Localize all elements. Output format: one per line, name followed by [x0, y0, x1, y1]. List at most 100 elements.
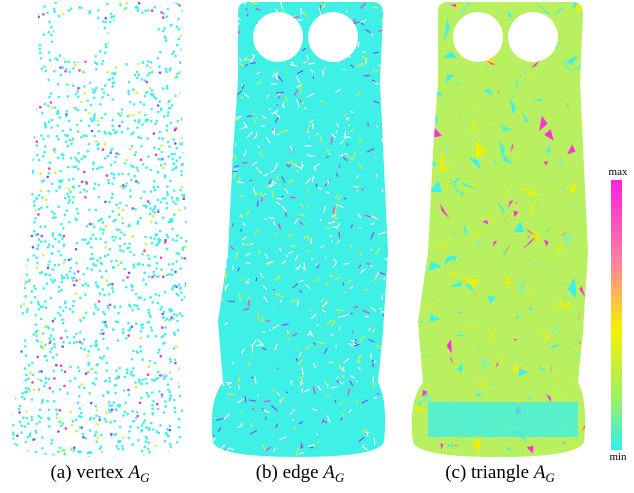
edge-stroke	[239, 385, 240, 389]
vertex-dot	[84, 28, 87, 31]
caption-text: edge	[283, 462, 319, 483]
vertex-dot	[26, 217, 29, 220]
edge-stroke	[245, 396, 246, 402]
vertex-dot	[96, 63, 99, 66]
vertex-dot	[75, 248, 78, 251]
vertex-dot	[141, 450, 144, 453]
vertex-dot	[180, 170, 183, 173]
vertex-dot	[27, 258, 30, 261]
vertex-dot	[164, 174, 167, 177]
vertex-dot	[70, 258, 73, 261]
vertex-dot	[27, 377, 30, 380]
vertex-dot	[171, 158, 174, 161]
triangle-face	[482, 48, 486, 54]
vertex-dot	[112, 328, 115, 331]
vertex-dot	[133, 175, 136, 178]
vertex-dot	[34, 7, 37, 10]
edge-stroke	[311, 38, 314, 42]
vertex-dot	[150, 190, 153, 193]
edge-stroke	[298, 364, 300, 365]
vertex-dot	[13, 443, 16, 446]
vertex-dot	[154, 189, 157, 192]
vertex-dot	[64, 330, 67, 333]
vertex-dot	[162, 454, 165, 457]
vertex-dot	[159, 51, 162, 54]
vertex-dot	[115, 259, 118, 262]
vertex-dot	[153, 146, 156, 149]
edge-stroke	[367, 263, 371, 264]
vertex-dot	[56, 135, 59, 138]
vertex-dot	[38, 421, 41, 424]
vertex-dot	[101, 276, 104, 279]
vertex-dot	[122, 209, 125, 212]
vertex-dot	[50, 442, 53, 445]
vertex-dot	[18, 411, 21, 414]
vertex-dot	[164, 291, 167, 294]
vertex-dot	[129, 327, 132, 330]
vertex-dot	[37, 16, 40, 19]
vertex-dot	[56, 413, 59, 416]
vertex-dot	[78, 44, 81, 47]
vertex-dot	[181, 257, 184, 260]
vertex-dot	[57, 138, 60, 141]
vertex-dot	[30, 93, 33, 96]
vertex-dot	[45, 377, 48, 380]
vertex-dot	[161, 137, 164, 140]
vertex-dot	[72, 84, 75, 87]
vertex-dot	[175, 260, 178, 263]
vertex-dot	[146, 392, 149, 395]
vertex-dot	[42, 155, 45, 158]
vertex-dot	[177, 329, 180, 332]
vertex-dot	[109, 248, 112, 251]
vertex-dot	[30, 301, 33, 304]
vertex-dot	[181, 299, 184, 302]
vertex-dot	[44, 145, 47, 148]
vertex-dot	[138, 111, 141, 114]
vertex-dot	[159, 131, 162, 134]
vertex-dot	[108, 377, 111, 380]
vertex-dot	[163, 342, 166, 345]
vertex-dot	[47, 135, 50, 138]
vertex-dot	[27, 236, 30, 239]
vertex-dot	[128, 20, 131, 23]
edge-stroke	[302, 368, 303, 375]
vertex-dot	[82, 284, 85, 287]
vertex-dot	[131, 55, 134, 58]
vertex-dot	[188, 88, 191, 91]
vertex-dot	[144, 446, 147, 449]
vertex-dot	[24, 128, 27, 131]
vertex-dot	[54, 238, 57, 241]
vertex-dot	[127, 47, 130, 50]
vertex-dot	[111, 148, 114, 151]
vertex-dot	[150, 236, 153, 239]
edge-stroke	[236, 252, 237, 260]
vertex-dot	[127, 334, 130, 337]
vertex-dot	[137, 10, 140, 13]
vertex-dot	[160, 107, 163, 110]
edge-stroke	[386, 343, 387, 349]
vertex-dot	[68, 342, 71, 345]
vertex-dot	[73, 341, 76, 344]
vertex-dot	[32, 246, 35, 249]
vertex-dot	[98, 196, 101, 199]
vertex-dot	[94, 183, 97, 186]
vertex-dot	[179, 189, 182, 192]
vertex-dot	[59, 170, 62, 173]
triangle-face	[563, 456, 567, 460]
vertex-dot	[98, 418, 101, 421]
vertex-dot	[93, 135, 96, 138]
vertex-dot	[47, 105, 50, 108]
vertex-dot	[110, 164, 113, 167]
vertex-dot	[106, 347, 109, 350]
vertex-dot	[48, 337, 51, 340]
vertex-dot	[137, 263, 140, 266]
vertex-dot	[169, 429, 172, 432]
vertex-dot	[26, 273, 29, 276]
edge-stroke	[351, 30, 355, 33]
vertex-dot	[157, 104, 160, 107]
vertex-dot	[129, 305, 132, 308]
caption-text: vertex	[76, 462, 123, 483]
vertex-dot	[111, 72, 114, 75]
vertex-dot	[118, 367, 121, 370]
vertex-dot	[181, 117, 184, 120]
